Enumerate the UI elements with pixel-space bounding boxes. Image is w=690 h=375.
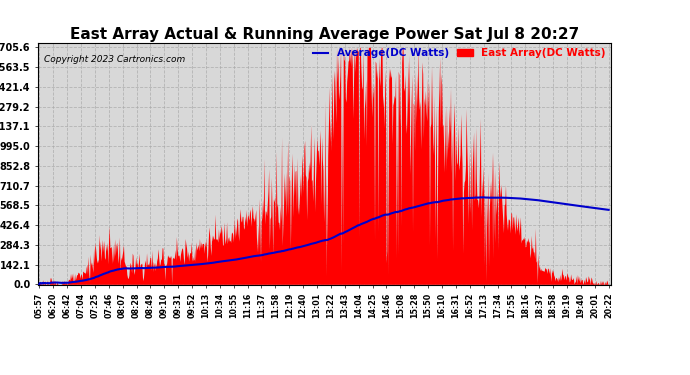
Text: Copyright 2023 Cartronics.com: Copyright 2023 Cartronics.com	[43, 55, 185, 64]
Legend: Average(DC Watts), East Array(DC Watts): Average(DC Watts), East Array(DC Watts)	[313, 48, 605, 58]
Title: East Array Actual & Running Average Power Sat Jul 8 20:27: East Array Actual & Running Average Powe…	[70, 27, 579, 42]
